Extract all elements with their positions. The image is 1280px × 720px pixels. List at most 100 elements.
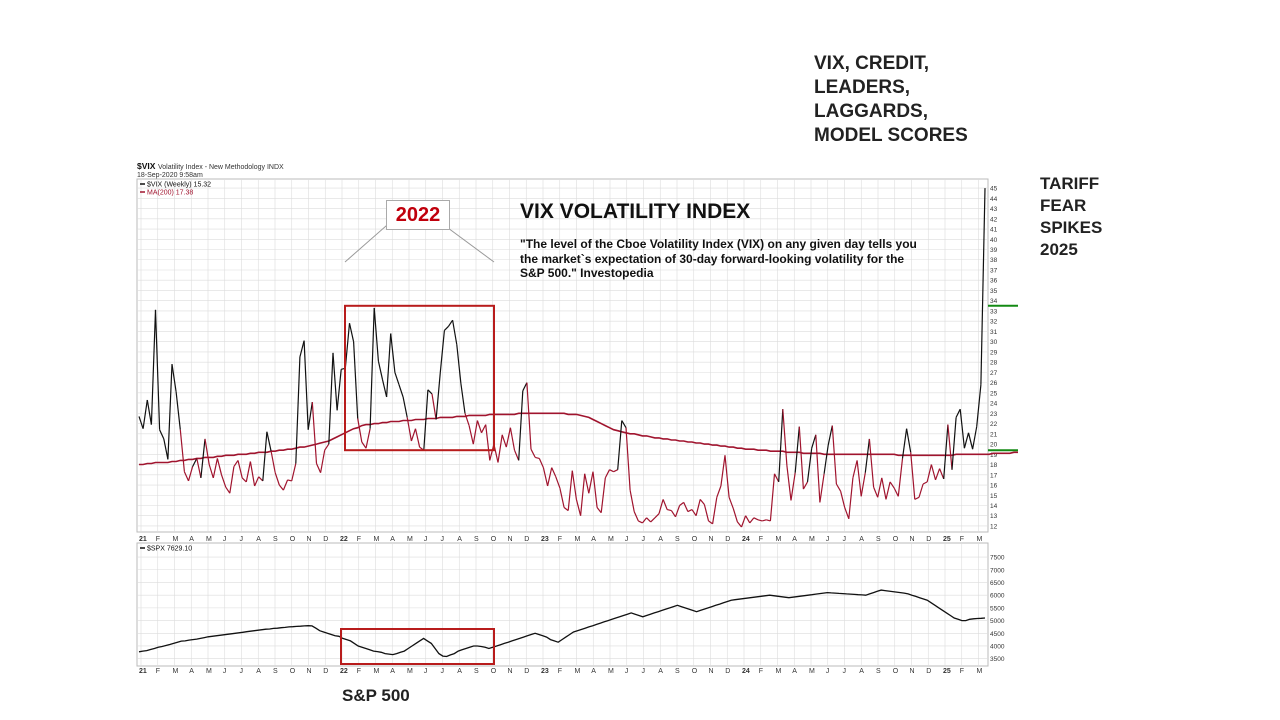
spx-x-tick-label: N — [508, 668, 513, 675]
vix-line-segment — [815, 434, 821, 503]
vix-line-segment — [802, 481, 809, 490]
vix-line-segment — [716, 485, 722, 498]
spx-x-tick-label: F — [357, 668, 361, 675]
vix-line-segment — [679, 501, 685, 506]
spx-x-tick-label: F — [156, 668, 160, 675]
vix-x-tick-label: A — [658, 536, 663, 543]
vix-line-segment — [233, 460, 239, 467]
vix-line-segment — [472, 420, 478, 445]
vix-x-tick-label: 22 — [340, 536, 348, 543]
spx-x-tick-label: M — [608, 668, 614, 675]
vix-y-axis: 12 13 14 15 16 17 18 19 20 21 22 23 24 25 26 27 28 29 30 31… — [990, 186, 998, 531]
vix-x-tick-label: J — [240, 536, 244, 543]
vix-line-segment — [435, 372, 441, 420]
vix-line-segment — [633, 511, 639, 522]
right-heading-line: MODEL SCORES — [814, 125, 968, 146]
vix-line-segment — [431, 393, 437, 420]
vix-line-segment — [976, 384, 982, 427]
vix-line-segment — [749, 517, 755, 524]
spx-x-tick-label: S — [273, 668, 278, 675]
vix-x-tick-label: A — [189, 536, 194, 543]
vix-line-segment — [963, 432, 970, 449]
vix-line-segment — [328, 352, 334, 445]
vix-line-segment — [307, 402, 313, 430]
vix-line-segment — [332, 352, 338, 411]
vix-line-segment — [852, 460, 858, 479]
spx-y-tick-label: 7000 — [990, 567, 1005, 574]
vix-x-tick-label: N — [910, 536, 915, 543]
vix-line-segment — [926, 464, 932, 483]
vix-x-tick-label: A — [859, 536, 864, 543]
spx-panel-frame — [136, 542, 989, 667]
spx-x-tick-label: S — [675, 668, 680, 675]
vix-line-segment — [889, 481, 895, 489]
vix-legend-price: $VIX (Weekly) 15.32 — [147, 182, 211, 189]
spx-y-tick-label: 5500 — [990, 605, 1005, 612]
vix-line-segment — [786, 465, 792, 501]
vix-line-segment — [778, 409, 784, 482]
vix-line-segment — [390, 333, 396, 373]
vix-x-tick-label: O — [893, 536, 899, 543]
vix-x-axis: 21 F M A M J J A S O N D 22 F M A M J J A S O N D 23 F M A M J J A S O N D 2… — [139, 536, 983, 543]
vix-line-segment — [646, 517, 652, 523]
vix-line-segment — [204, 438, 210, 465]
spx-x-tick-label: M — [809, 668, 815, 675]
vix-line-segment — [856, 460, 862, 497]
spx-x-tick-label: 21 — [139, 668, 147, 675]
callout-year-2022: 2022 — [386, 200, 450, 230]
vix-y-tick-label: 34 — [990, 298, 998, 305]
vix-x-tick-label: A — [390, 536, 395, 543]
vix-line-segment — [674, 505, 681, 518]
vix-line-segment — [208, 464, 214, 479]
vix-line-segment — [179, 429, 185, 472]
vix-line-segment — [736, 521, 742, 528]
vix-line-segment — [324, 443, 330, 451]
vix-x-tick-label: F — [357, 536, 361, 543]
vix-line-segment — [592, 471, 598, 508]
tariff-label: TARIFF FEAR SPIKES 2025 — [1040, 173, 1160, 261]
vix-line-segment — [381, 379, 388, 398]
vix-line-segment — [691, 509, 697, 517]
vix-line-segment — [509, 427, 516, 451]
vix-line-segment — [530, 448, 536, 458]
vix-y-tick-label: 30 — [990, 339, 998, 346]
chart-description: Volatility Index - New Methodology INDX — [158, 164, 284, 171]
spx-x-tick-label: J — [441, 668, 445, 675]
vix-line-segment — [831, 425, 837, 485]
vix-line-segment — [394, 372, 400, 385]
spx-x-tick-label: M — [374, 668, 380, 675]
vix-line-segment — [295, 356, 301, 464]
vix-x-tick-label: M — [374, 536, 380, 543]
vix-y-tick-label: 24 — [990, 401, 998, 408]
vix-line-segment — [229, 466, 235, 494]
vix-line-segment — [274, 472, 280, 486]
vix-x-tick-label: M — [977, 536, 983, 543]
vix-line-segment — [216, 458, 223, 475]
spx-x-tick-label: J — [826, 668, 830, 675]
vix-line-segment — [766, 519, 771, 522]
vix-line-segment — [357, 418, 363, 443]
vix-y-tick-label: 17 — [990, 472, 998, 479]
vix-line-segment — [535, 456, 540, 459]
vix-line-segment — [423, 389, 429, 451]
vix-line-segment — [654, 513, 660, 519]
vix-line-segment — [670, 510, 677, 518]
spx-x-tick-label: A — [591, 668, 596, 675]
vix-price-line — [138, 188, 986, 528]
vix-line-segment — [237, 460, 243, 479]
vix-line-segment — [868, 438, 875, 488]
vix-line-segment — [464, 413, 470, 426]
spx-x-tick-label: S — [876, 668, 881, 675]
spx-x-tick-label: M — [575, 668, 581, 675]
vix-line-segment — [266, 431, 272, 452]
vix-line-segment — [625, 427, 631, 491]
vix-line-segment — [526, 382, 532, 450]
vix-line-segment — [348, 323, 355, 342]
vix-y-tick-label: 45 — [990, 186, 998, 193]
vix-line-segment — [918, 483, 924, 498]
spx-x-tick-label: N — [709, 668, 714, 675]
spx-x-tick-label: F — [960, 668, 964, 675]
vix-line-segment — [947, 424, 953, 470]
vix-line-segment — [315, 463, 322, 473]
